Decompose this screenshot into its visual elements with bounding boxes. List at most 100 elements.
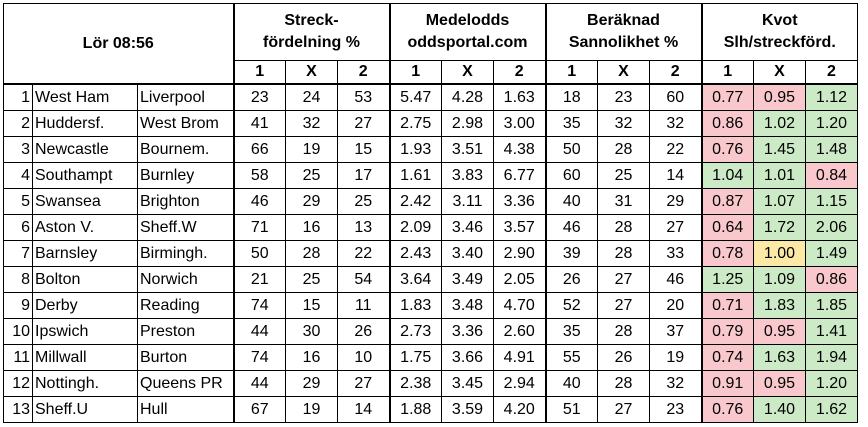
streck-cell: 30	[285, 318, 338, 345]
probability-cell: 33	[649, 240, 702, 267]
probability-cell: 20	[649, 292, 702, 319]
streck-cell: 67	[232, 396, 286, 423]
subcol-header: X	[441, 60, 494, 85]
streck-cell: 25	[337, 188, 390, 215]
odds-cell: 3.11	[441, 188, 494, 215]
ratio-cell: 0.84	[805, 162, 858, 189]
header-streck: Streck- fördelning %	[232, 3, 390, 61]
odds-cell: 2.42	[388, 188, 442, 215]
odds-cell: 3.40	[441, 240, 494, 267]
ratio-cell: 0.71	[700, 292, 754, 319]
probability-cell: 28	[597, 318, 650, 345]
streck-cell: 19	[285, 396, 338, 423]
table-row: 12 Nottingh. Queens PR 44 29 27 2.38 3.45 2.94 40…	[3, 370, 858, 397]
streck-cell: 19	[285, 136, 338, 163]
ratio-cell: 1.72	[753, 214, 806, 241]
away-team: Queens PR	[137, 370, 234, 397]
away-team: Reading	[137, 292, 234, 319]
probability-cell: 28	[597, 240, 650, 267]
ratio-cell: 0.91	[700, 370, 754, 397]
probability-cell: 60	[649, 83, 702, 111]
probability-cell: 31	[597, 188, 650, 215]
home-team: Southampt	[32, 162, 138, 189]
header-streck-line2: fördelning %	[263, 34, 360, 51]
away-team: Hull	[137, 396, 234, 423]
ratio-cell: 0.95	[753, 370, 806, 397]
ratio-cell: 0.86	[805, 266, 858, 293]
home-team: Nottingh.	[32, 370, 138, 397]
subcol-header: 1	[388, 60, 442, 85]
streck-cell: 11	[337, 292, 390, 319]
ratio-cell: 0.78	[700, 240, 754, 267]
probability-cell: 28	[597, 136, 650, 163]
table-row: 3 Newcastle Bournem. 66 19 15 1.93 3.51 4.38 50 28…	[3, 136, 858, 163]
probability-cell: 28	[597, 214, 650, 241]
subcol-header: 1	[544, 60, 598, 85]
probability-cell: 14	[649, 162, 702, 189]
probability-cell: 18	[544, 83, 598, 111]
probability-cell: 27	[597, 396, 650, 423]
probability-cell: 29	[649, 188, 702, 215]
ratio-cell: 1.94	[805, 344, 858, 371]
streck-cell: 22	[337, 240, 390, 267]
probability-cell: 37	[649, 318, 702, 345]
streck-cell: 44	[232, 370, 286, 397]
ratio-cell: 1.25	[700, 266, 754, 293]
table-row: 4 Southampt Burnley 58 25 17 1.61 3.83 6.77 60 25 1…	[3, 162, 858, 189]
ratio-cell: 1.85	[805, 292, 858, 319]
match-number: 6	[3, 214, 33, 241]
home-team: Swansea	[32, 188, 138, 215]
table-row: 8 Bolton Norwich 21 25 54 3.64 3.49 2.05 26 27 46 1.…	[3, 266, 858, 293]
home-team: Ipswich	[32, 318, 138, 345]
table-body: 1 West Ham Liverpool 23 24 53 5.47 4.28 1.63 18 23…	[3, 83, 858, 423]
probability-cell: 26	[544, 266, 598, 293]
odds-cell: 2.73	[388, 318, 442, 345]
ratio-cell: 1.83	[753, 292, 806, 319]
away-team: Burton	[137, 344, 234, 371]
streck-cell: 53	[337, 83, 390, 111]
probability-cell: 51	[544, 396, 598, 423]
table-title: Lör 08:56	[3, 3, 234, 85]
ratio-cell: 0.79	[700, 318, 754, 345]
subcol-header: 2	[805, 60, 858, 85]
odds-cell: 1.63	[493, 83, 546, 111]
streck-cell: 44	[232, 318, 286, 345]
probability-cell: 22	[649, 136, 702, 163]
ratio-cell: 1.12	[805, 83, 858, 111]
header-odds-line2: oddsportal.com	[407, 34, 528, 51]
odds-cell: 2.05	[493, 266, 546, 293]
probability-cell: 40	[544, 188, 598, 215]
probability-cell: 35	[544, 318, 598, 345]
odds-cell: 2.43	[388, 240, 442, 267]
subcol-header: 2	[337, 60, 390, 85]
ratio-cell: 0.64	[700, 214, 754, 241]
probability-cell: 60	[544, 162, 598, 189]
odds-cell: 3.49	[441, 266, 494, 293]
subcol-header: 1	[232, 60, 286, 85]
streck-cell: 54	[337, 266, 390, 293]
away-team: Liverpool	[137, 83, 234, 111]
away-team: Brighton	[137, 188, 234, 215]
ratio-cell: 1.04	[700, 162, 754, 189]
ratio-cell: 1.00	[753, 240, 806, 267]
odds-table: Lör 08:56 Streck- fördelning % Medelodds…	[3, 3, 858, 423]
probability-cell: 32	[649, 110, 702, 137]
odds-cell: 1.75	[388, 344, 442, 371]
odds-cell: 3.64	[388, 266, 442, 293]
probability-cell: 32	[597, 110, 650, 137]
table-row: 11 Millwall Burton 74 16 10 1.75 3.66 4.91 55 26 19…	[3, 344, 858, 371]
odds-cell: 2.75	[388, 110, 442, 137]
streck-cell: 27	[337, 110, 390, 137]
subcol-header: X	[285, 60, 338, 85]
streck-cell: 26	[337, 318, 390, 345]
odds-cell: 3.36	[441, 318, 494, 345]
odds-cell: 6.77	[493, 162, 546, 189]
odds-cell: 3.45	[441, 370, 494, 397]
ratio-cell: 0.77	[700, 83, 754, 111]
streck-cell: 25	[285, 266, 338, 293]
odds-cell: 3.66	[441, 344, 494, 371]
probability-cell: 27	[649, 214, 702, 241]
odds-cell: 3.46	[441, 214, 494, 241]
header-probability-line2: Sannolikhet %	[568, 34, 679, 51]
streck-cell: 13	[337, 214, 390, 241]
